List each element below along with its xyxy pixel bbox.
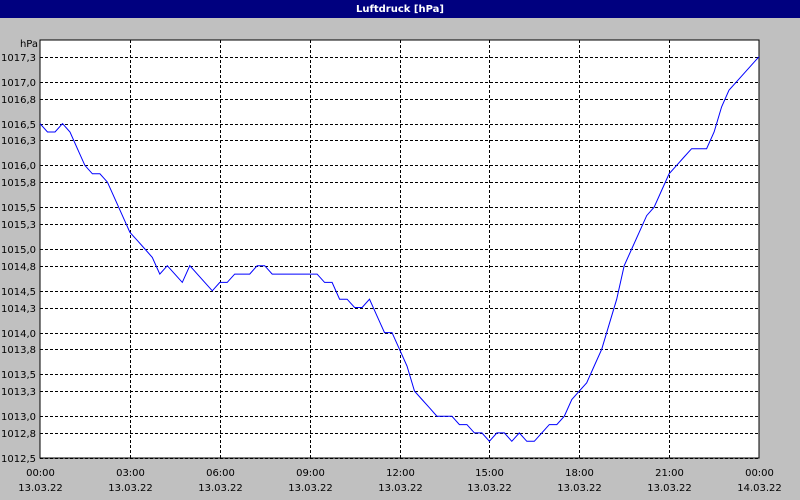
y-tick-label: 1017,0 bbox=[1, 78, 36, 89]
y-tick-label: 1015,5 bbox=[1, 203, 36, 214]
pressure-series-line bbox=[39, 56, 760, 443]
x-tick-date-label: 13.03.22 bbox=[108, 483, 153, 494]
y-tick-label: 1015,8 bbox=[1, 178, 36, 189]
y-tick-label: 1014,8 bbox=[1, 262, 36, 273]
x-tick-time-label: 21:00 bbox=[655, 468, 684, 479]
y-axis-unit-label: hPa bbox=[20, 39, 38, 50]
y-tick-label: 1014,5 bbox=[1, 287, 36, 298]
x-tick-date-label: 14.03.22 bbox=[737, 483, 782, 494]
x-tick-time-label: 12:00 bbox=[386, 468, 415, 479]
y-tick-label: 1013,8 bbox=[1, 345, 36, 356]
x-tick-date-label: 13.03.22 bbox=[18, 483, 63, 494]
x-tick-time-label: 15:00 bbox=[475, 468, 504, 479]
x-tick-time-label: 09:00 bbox=[296, 468, 325, 479]
x-tick-time-label: 06:00 bbox=[206, 468, 235, 479]
y-tick-label: 1015,0 bbox=[1, 245, 36, 256]
y-tick-label: 1013,3 bbox=[1, 387, 36, 398]
x-tick-date-label: 13.03.22 bbox=[557, 483, 602, 494]
x-tick-date-label: 13.03.22 bbox=[198, 483, 243, 494]
y-tick-label: 1016,3 bbox=[1, 136, 36, 147]
window-title: Luftdruck [hPa] bbox=[356, 3, 444, 15]
y-tick-label: 1013,5 bbox=[1, 370, 36, 381]
y-tick-label: 1016,8 bbox=[1, 95, 36, 106]
y-tick-label: 1014,3 bbox=[1, 304, 36, 315]
window-title-bar: Luftdruck [hPa] bbox=[0, 0, 800, 18]
x-tick-date-label: 13.03.22 bbox=[467, 483, 512, 494]
y-tick-label: 1014,0 bbox=[1, 329, 36, 340]
y-tick-label: 1015,3 bbox=[1, 220, 36, 231]
y-tick-label: 1016,5 bbox=[1, 120, 36, 131]
x-tick-date-label: 13.03.22 bbox=[288, 483, 333, 494]
x-tick-time-label: 18:00 bbox=[565, 468, 594, 479]
plot-area bbox=[39, 39, 760, 459]
y-tick-label: 1012,5 bbox=[1, 454, 36, 465]
y-tick-label: 1013,0 bbox=[1, 412, 36, 423]
x-tick-date-label: 13.03.22 bbox=[378, 483, 423, 494]
y-tick-label: 1012,8 bbox=[1, 429, 36, 440]
x-tick-date-label: 13.03.22 bbox=[647, 483, 692, 494]
y-tick-label: 1016,0 bbox=[1, 161, 36, 172]
y-tick-label: 1017,3 bbox=[1, 53, 36, 64]
x-tick-time-label: 03:00 bbox=[116, 468, 145, 479]
x-tick-time-label: 00:00 bbox=[745, 468, 774, 479]
pressure-chart: 1017,3 1017,0 1016,8 1016,5 1016,3 1016,0 1015… bbox=[1, 39, 782, 494]
x-tick-time-label: 00:00 bbox=[26, 468, 55, 479]
